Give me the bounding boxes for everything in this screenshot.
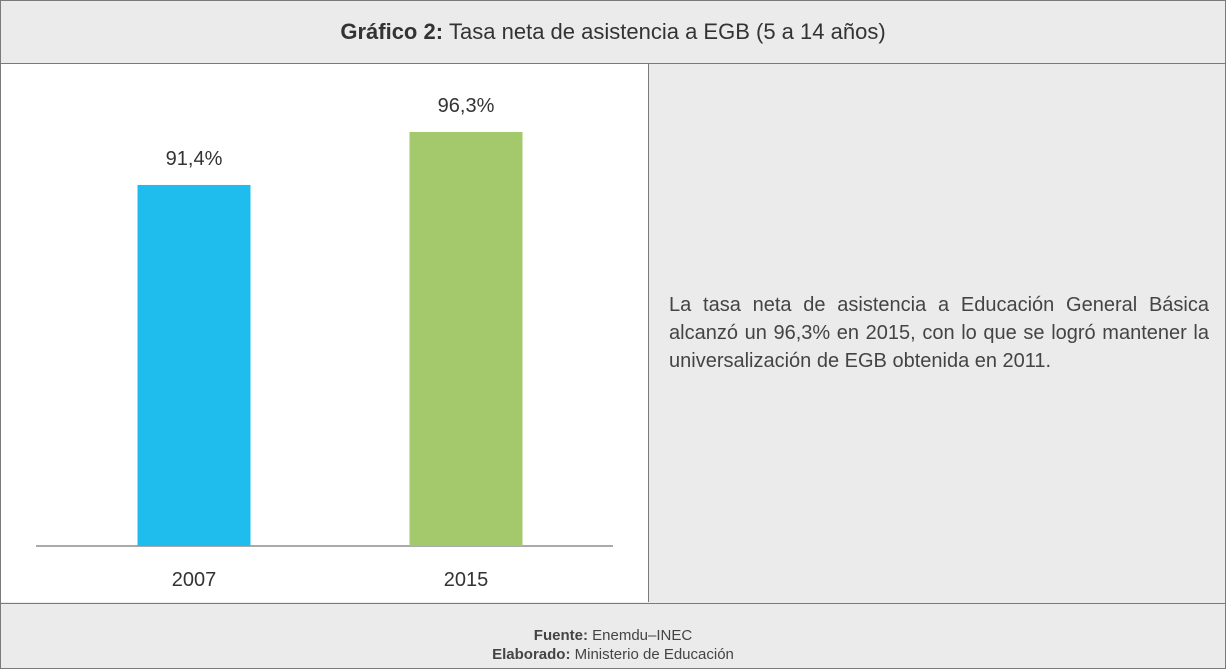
chart-area: 91,4% 2007 96,3% 2015 (1, 64, 649, 602)
source-line: Fuente: Enemdu–INEC (1, 626, 1225, 645)
made: Ministerio de Educación (574, 646, 734, 663)
x-tick-label: 2007 (172, 569, 217, 591)
chart: 91,4% 2007 96,3% 2015 (36, 95, 613, 591)
title-label: Gráfico 2: (340, 19, 444, 44)
value-label: 96,3% (438, 95, 495, 117)
footer: Fuente: Enemdu–INEC Elaborado: Ministeri… (1, 603, 1225, 668)
made-line: Elaborado: Ministerio de Educación (1, 645, 1225, 664)
source-label: Fuente: (533, 627, 588, 644)
x-tick-label: 2015 (444, 569, 489, 591)
description: La tasa neta de asistencia a Educación G… (669, 294, 1209, 372)
source: Enemdu–INEC (592, 627, 693, 644)
chart-title: Tasa neta de asistencia a EGB (5 a 14 añ… (449, 19, 886, 44)
bar (137, 184, 251, 546)
header: Gráfico 2: Tasa neta de asistencia a EGB… (1, 1, 1225, 64)
description-box: La tasa neta de asistencia a Educación G… (669, 64, 1209, 602)
bar (409, 131, 523, 546)
value-label: 91,4% (166, 148, 223, 170)
made-label: Elaborado: (492, 646, 571, 663)
